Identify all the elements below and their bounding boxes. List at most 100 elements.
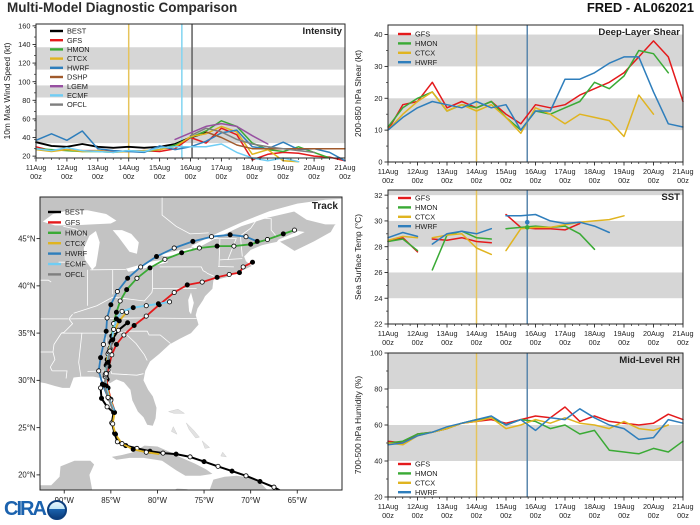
intensity-band [388, 272, 683, 299]
legend-label-dshp: DSHP [67, 73, 88, 82]
lat-tick-label: 25°N [18, 423, 35, 432]
y-tick-label: 100 [370, 349, 382, 358]
x-tick-label: 16Aug [180, 163, 201, 172]
track-marker-open [264, 237, 270, 243]
series-sst-gfs [431, 236, 493, 244]
series-intensity-ofcl [189, 127, 315, 154]
series-sst-hwrf [505, 213, 611, 234]
y-tick-label: 40 [374, 457, 382, 466]
x-tick-sublabel: 00z [589, 338, 601, 347]
x-tick-label: 16Aug [525, 502, 546, 511]
track-marker-open [171, 245, 177, 251]
x-tick-sublabel: 00z [277, 172, 289, 181]
x-tick-sublabel: 00z [441, 511, 453, 520]
x-tick-label: 15Aug [149, 163, 170, 172]
track-marker-open [243, 234, 249, 240]
state-border [87, 370, 144, 376]
x-tick-sublabel: 00z [500, 338, 512, 347]
x-tick-sublabel: 00z [618, 176, 630, 185]
y-tick-label: 100 [18, 77, 30, 86]
track-marker-filled [214, 274, 220, 280]
track-marker-open [100, 341, 106, 347]
state-border [206, 272, 215, 277]
x-tick-label: 15Aug [495, 167, 516, 176]
track-marker-open [110, 421, 116, 427]
series-intensity-dshp [205, 131, 346, 150]
x-tick-label: 19Aug [613, 329, 634, 338]
water-body [112, 230, 139, 254]
x-tick-label: 12Aug [407, 167, 428, 176]
x-tick-label: 11Aug [378, 167, 399, 176]
track-marker-open [199, 279, 205, 285]
panel-border [39, 196, 343, 491]
track-marker-open [209, 234, 215, 240]
x-tick-sublabel: 00z [382, 338, 394, 347]
state-border [218, 238, 221, 267]
intensity-band [388, 190, 683, 196]
state-border [219, 258, 243, 261]
state-border [227, 238, 237, 261]
island-small [201, 440, 211, 449]
track-marker-open [104, 404, 110, 410]
track-marker-filled [254, 238, 260, 244]
track-marker-open [143, 449, 149, 455]
water-body [159, 247, 193, 257]
intensity-band [36, 47, 345, 70]
x-tick-sublabel: 00z [500, 511, 512, 520]
track-marker-open [240, 264, 246, 270]
track-marker-open [243, 473, 249, 479]
track-marker-open [103, 371, 109, 377]
x-tick-label: 20Aug [643, 502, 664, 511]
legend-label-hwrf: HWRF [415, 58, 438, 67]
x-tick-label: 21Aug [672, 502, 693, 511]
track-marker-filled [229, 468, 235, 474]
figure-title: Multi-Model Diagnostic Comparison [7, 0, 238, 15]
track-marker-filled [227, 232, 233, 238]
x-tick-label: 11Aug [378, 329, 399, 338]
track-marker-filled [250, 259, 256, 265]
y-tick-label: 10 [374, 126, 382, 135]
x-tick-sublabel: 00z [123, 172, 135, 181]
track-marker-filled [113, 431, 119, 437]
series-sst-ctcx [387, 235, 419, 242]
x-tick-label: 17Aug [554, 329, 575, 338]
island [303, 222, 324, 227]
track-marker-filled [179, 250, 185, 256]
y-tick-label: 40 [22, 133, 30, 142]
y-tick-label: 80 [22, 96, 30, 105]
y-tick-label: 120 [18, 59, 30, 68]
intensity-band [388, 220, 683, 247]
legend-label-hmon: HMON [415, 203, 438, 212]
panel-intensity: 11Aug00z12Aug00z13Aug00z14Aug00z15Aug00z… [2, 21, 356, 181]
track-marker-filled [214, 243, 220, 249]
x-tick-sublabel: 00z [648, 511, 660, 520]
track-marker-open [114, 289, 120, 295]
lon-tick-label: 80°W [148, 496, 168, 505]
y-tick-label: 60 [374, 421, 382, 430]
x-tick-label: 19Aug [613, 167, 634, 176]
series-sst-hwrf [387, 231, 419, 239]
x-tick-sublabel: 00z [216, 172, 228, 181]
track-marker-filled [101, 382, 107, 388]
series-rh-hwrf [387, 408, 684, 446]
x-tick-label: 18Aug [584, 167, 605, 176]
track-marker-filled [154, 254, 160, 260]
x-tick-sublabel: 00z [471, 176, 483, 185]
track-marker-open [215, 463, 221, 469]
lat-tick-label: 30°N [18, 376, 35, 385]
track-marker-open [167, 299, 173, 305]
track-marker-filled [130, 305, 136, 311]
series-sst-hmon [387, 238, 419, 252]
track-marker-open [107, 348, 113, 354]
track-marker-filled [184, 282, 190, 288]
legend-label-gfs: GFS [415, 30, 430, 39]
island [302, 197, 328, 200]
panel-sst: 11Aug00z12Aug00z13Aug00z14Aug00z15Aug00z… [353, 189, 694, 347]
track-marker-filled [125, 275, 131, 281]
series-intensity-lgem [174, 122, 269, 145]
track-marker-filled [248, 241, 254, 247]
lon-tick-label: 65°W [288, 496, 308, 505]
x-tick-label: 20Aug [643, 167, 664, 176]
y-tick-label: 140 [18, 40, 30, 49]
